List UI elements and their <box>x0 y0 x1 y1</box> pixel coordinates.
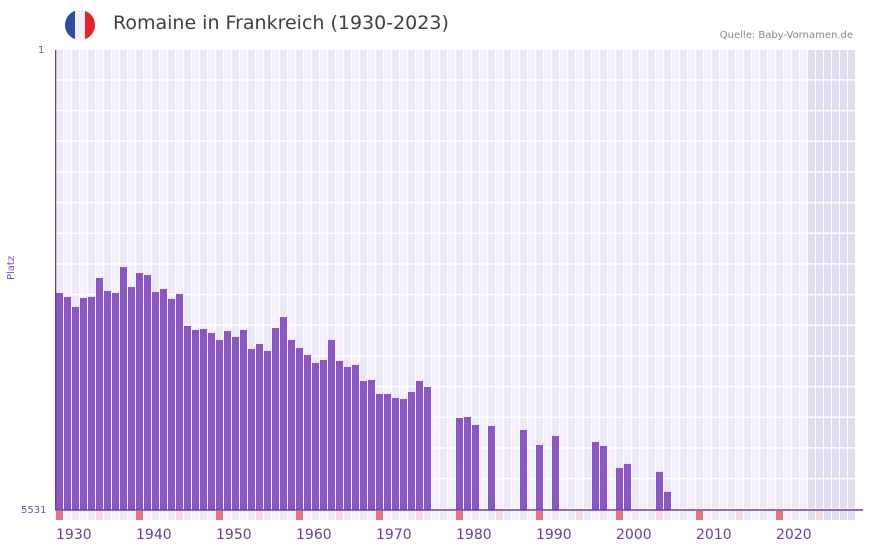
bar-1936 <box>104 290 111 510</box>
bar-1981 <box>464 417 471 510</box>
bar-1974 <box>408 391 415 510</box>
bar-1984 <box>488 425 495 510</box>
bar-1972 <box>392 397 399 510</box>
bar-1964 <box>328 339 335 510</box>
bar-1932 <box>72 306 79 510</box>
grid <box>56 50 855 509</box>
bar-1954 <box>248 348 255 510</box>
bar-1944 <box>168 298 175 510</box>
bar-1945 <box>176 293 183 510</box>
bar-1992 <box>552 435 559 510</box>
y-axis-bottom-label: 5531 <box>21 505 47 516</box>
x-tick-label: 1970 <box>376 527 412 543</box>
bar-1949 <box>208 332 215 510</box>
bar-1951 <box>224 330 231 510</box>
bar-1942 <box>152 291 159 510</box>
bar-1997 <box>592 441 599 510</box>
bar-2005 <box>656 471 663 510</box>
bar-1958 <box>280 317 287 510</box>
bar-1963 <box>320 359 327 510</box>
year-markers <box>56 511 855 520</box>
bar-1967 <box>352 364 359 510</box>
x-tick-label: 2000 <box>616 527 652 543</box>
bar-1940 <box>136 273 143 510</box>
bar-1934 <box>88 296 95 510</box>
bar-1990 <box>536 444 543 510</box>
flag-white <box>75 10 85 40</box>
bar-1943 <box>160 288 167 510</box>
france-flag-icon <box>65 10 95 40</box>
bar-1971 <box>384 393 391 510</box>
bar-1960 <box>296 347 303 510</box>
chart-plot-area <box>55 50 863 520</box>
bar-2001 <box>624 463 631 510</box>
bar-1956 <box>264 350 271 510</box>
bar-1962 <box>312 362 319 510</box>
x-tick-label: 2020 <box>776 527 812 543</box>
bar-1948 <box>200 328 207 510</box>
bar-1950 <box>216 339 223 510</box>
x-tick-label: 1960 <box>296 527 332 543</box>
x-tick-label: 1940 <box>136 527 172 543</box>
x-tick-label: 1990 <box>536 527 572 543</box>
bar-1957 <box>272 327 279 510</box>
bar-1953 <box>240 329 247 510</box>
source-label: Quelle: Baby-Vornamen.de <box>719 30 853 41</box>
bar-1937 <box>112 292 119 510</box>
bar-2000 <box>616 467 623 510</box>
bar-1930 <box>56 292 63 510</box>
bar-1959 <box>288 339 295 510</box>
bar-1933 <box>80 297 87 510</box>
bar-1946 <box>184 326 191 510</box>
bar-1947 <box>192 329 199 510</box>
bar-1935 <box>96 278 103 510</box>
bar-1966 <box>344 366 351 510</box>
bar-1969 <box>368 379 375 510</box>
bar-2006 <box>664 491 671 510</box>
bar-1952 <box>232 336 239 510</box>
bar-1941 <box>144 275 151 510</box>
bar-1961 <box>304 354 311 510</box>
flag-blue <box>65 10 75 40</box>
y-axis-top-label: 1 <box>38 45 45 56</box>
bar-1980 <box>456 418 463 510</box>
bar-1975 <box>416 380 423 510</box>
bar-1973 <box>400 398 407 510</box>
flag-red <box>85 10 95 40</box>
y-axis-title: Platz <box>6 255 17 280</box>
bar-1970 <box>376 393 383 510</box>
bar-1938 <box>120 267 127 510</box>
bar-1988 <box>520 429 527 510</box>
bar-1939 <box>128 286 135 510</box>
bar-1931 <box>64 296 71 510</box>
chart-title: Romaine in Frankreich (1930-2023) <box>113 12 449 34</box>
x-tick-label: 2010 <box>696 527 732 543</box>
x-tick-label: 1950 <box>216 527 252 543</box>
bar-1955 <box>256 343 263 510</box>
bar-1982 <box>472 424 479 510</box>
bar-1968 <box>360 380 367 510</box>
bar-1965 <box>336 360 343 510</box>
x-tick-label: 1930 <box>56 527 92 543</box>
bar-1998 <box>600 445 607 510</box>
bar-1976 <box>424 386 431 510</box>
bars <box>56 267 671 510</box>
x-tick-label: 1980 <box>456 527 492 543</box>
